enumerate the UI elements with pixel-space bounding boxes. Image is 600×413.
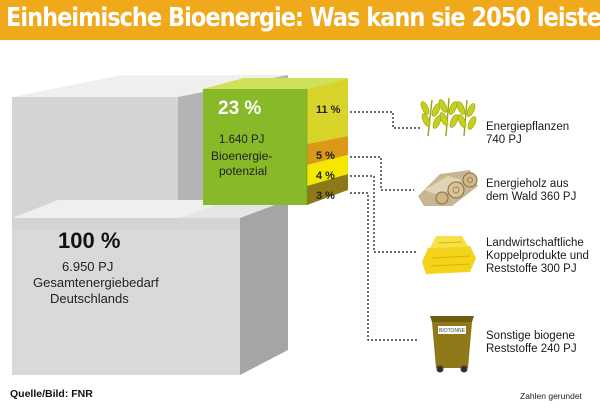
total-label-line2: Deutschlands	[50, 291, 129, 306]
segment-percent: 3 %	[316, 190, 335, 202]
page-title: Einheimische Bioenergie: Was kann sie 20…	[6, 3, 600, 33]
segment-label-forest-wood: Energieholz aus dem Wald 360 PJ	[486, 178, 576, 204]
label-line: Energiepflanzen	[486, 121, 570, 133]
plants-icon	[420, 97, 477, 137]
label-line: Landwirtschaftliche	[486, 237, 584, 249]
straw-bales-icon	[422, 236, 476, 274]
segment-label-other-residues: Sonstige biogene Reststoffe 240 PJ	[486, 330, 577, 356]
biotonne-bin-icon: BIOTONNE	[430, 316, 474, 373]
connector-lines	[350, 111, 422, 341]
segment-label-agri-residues: Landwirtschaftliche Koppelprodukte und R…	[486, 237, 589, 276]
bio-potential-block	[203, 78, 348, 205]
bio-label-line1: Bioenergie-	[211, 149, 273, 163]
label-line: Koppelprodukte und	[486, 250, 589, 262]
segment-percent: 4 %	[316, 170, 335, 182]
rounding-note: Zahlen gerundet	[520, 391, 582, 401]
total-percent: 100 %	[58, 228, 121, 253]
label-line: 740 PJ	[486, 134, 522, 146]
segment-percent: 5 %	[316, 150, 335, 162]
label-line: Energieholz aus	[486, 178, 569, 190]
label-line: dem Wald 360 PJ	[486, 191, 577, 203]
total-pj: 6.950 PJ	[62, 259, 114, 274]
segment-percent: 11 %	[316, 104, 341, 116]
label-line: Reststoffe 240 PJ	[486, 343, 577, 355]
label-line: Sonstige biogene	[486, 330, 575, 342]
bio-percent: 23 %	[218, 98, 262, 119]
label-line: Reststoffe 300 PJ	[486, 263, 577, 275]
title-banner: Einheimische Bioenergie: Was kann sie 20…	[0, 0, 600, 40]
svg-text:BIOTONNE: BIOTONNE	[439, 328, 466, 334]
total-label-line1: Gesamtenergiebedarf	[33, 275, 159, 290]
source-credit: Quelle/Bild: FNR	[10, 388, 93, 400]
bio-label-line2: potenzial	[219, 164, 268, 178]
bio-pj: 1.640 PJ	[219, 134, 265, 146]
wood-logs-icon	[418, 170, 478, 206]
segment-label-energy-plants: Energiepflanzen 740 PJ	[486, 121, 569, 147]
